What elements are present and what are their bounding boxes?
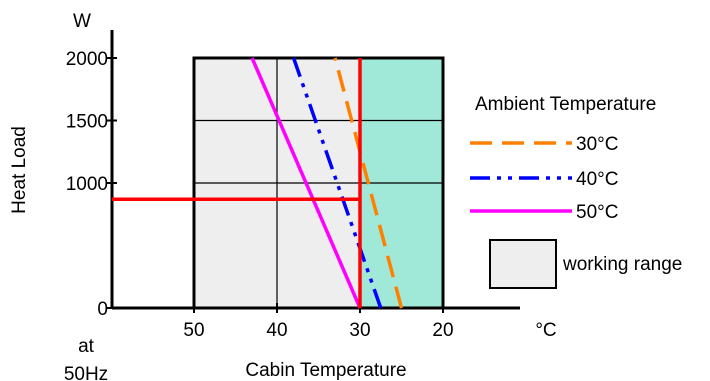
series-line-2 [250,57,362,309]
legend-label-working-range: working range [562,254,682,275]
x-tick-label: 50 [183,320,204,341]
y-axis-unit: W [73,11,91,32]
legend-label-2: 50°C [576,202,618,223]
x-axis-unit: °C [535,320,556,341]
layer-legend: Ambient Temperature 30°C 40°C 50°C working r… [470,94,682,289]
y-tick-label: 0 [97,299,108,320]
legend-label-0: 30°C [576,134,618,155]
layer-series [250,57,404,309]
x-tick-label: 20 [432,320,453,341]
layer-axes [107,30,520,313]
y-axis-title: Heat Load [9,126,30,214]
x-note-line-2: 50Hz [64,364,108,381]
x-axis-title: Cabin Temperature [245,360,406,381]
x-tick-label: 30 [349,320,370,341]
legend-swatch-working-range [489,239,557,289]
legend-title: Ambient Temperature [475,94,656,115]
layer-labels: 0 1000 1500 2000 50 40 30 20 W °C Heat Load Cabin T… [9,11,557,381]
y-tick-label: 1000 [66,174,108,195]
y-tick-label: 1500 [66,112,108,133]
x-note-line-1: at [78,336,95,357]
y-tick-label: 2000 [66,49,108,70]
x-tick-label: 40 [266,320,287,341]
legend-label-1: 40°C [576,169,618,190]
series-line-0 [333,57,404,309]
layer-operating-point [112,58,362,308]
